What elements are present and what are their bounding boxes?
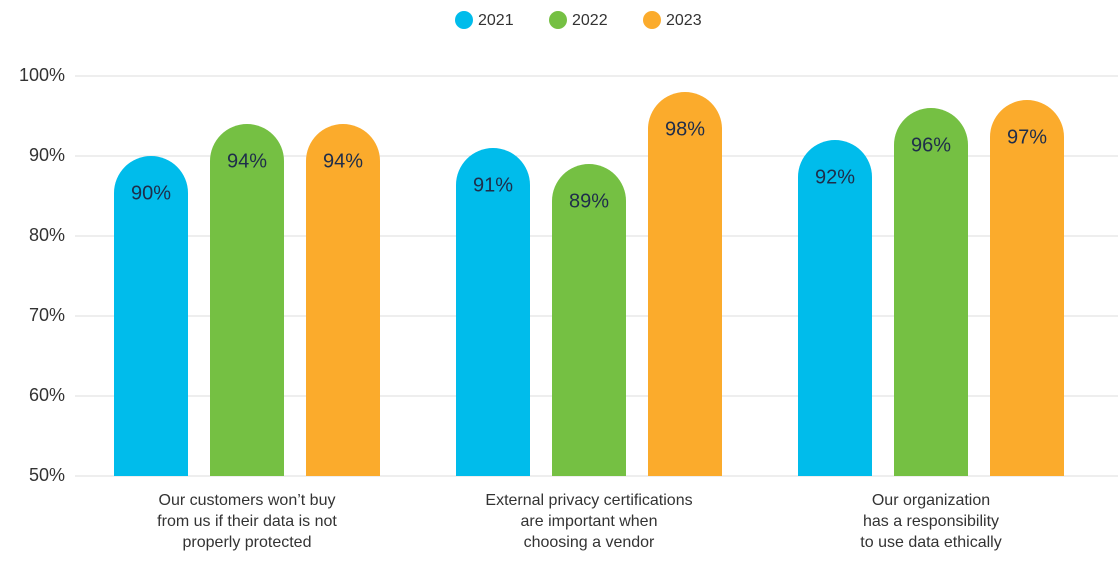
y-tick-label: 60% [29, 385, 65, 405]
y-tick-label: 100% [19, 65, 65, 85]
x-tick-label: External privacy certifications are impo… [485, 492, 693, 551]
legend-label: 2021 [478, 12, 514, 29]
bar [648, 92, 722, 476]
bar [894, 108, 968, 476]
x-tick-label: Our customers won’t buy from us if their… [157, 492, 337, 551]
x-tick-label: Our organization has a responsibility to… [860, 492, 1002, 551]
data-label: 91% [473, 174, 513, 196]
data-label: 94% [323, 150, 363, 172]
data-label: 97% [1007, 126, 1047, 148]
data-label: 94% [227, 150, 267, 172]
bar [114, 156, 188, 476]
data-label: 98% [665, 118, 705, 140]
data-label: 96% [911, 134, 951, 156]
data-label: 90% [131, 182, 171, 204]
bar [990, 100, 1064, 476]
y-tick-label: 70% [29, 305, 65, 325]
bar [552, 164, 626, 477]
y-tick-label: 80% [29, 225, 65, 245]
legend-swatch [455, 11, 473, 29]
legend-label: 2022 [572, 12, 608, 29]
bar [456, 148, 530, 476]
y-tick-label: 90% [29, 145, 65, 165]
bar [798, 140, 872, 476]
legend-swatch [643, 11, 661, 29]
legend-label: 2023 [666, 12, 702, 29]
data-label: 89% [569, 190, 609, 212]
legend-swatch [549, 11, 567, 29]
bar [210, 124, 284, 476]
bar [306, 124, 380, 476]
y-tick-label: 50% [29, 465, 65, 485]
data-label: 92% [815, 166, 855, 188]
